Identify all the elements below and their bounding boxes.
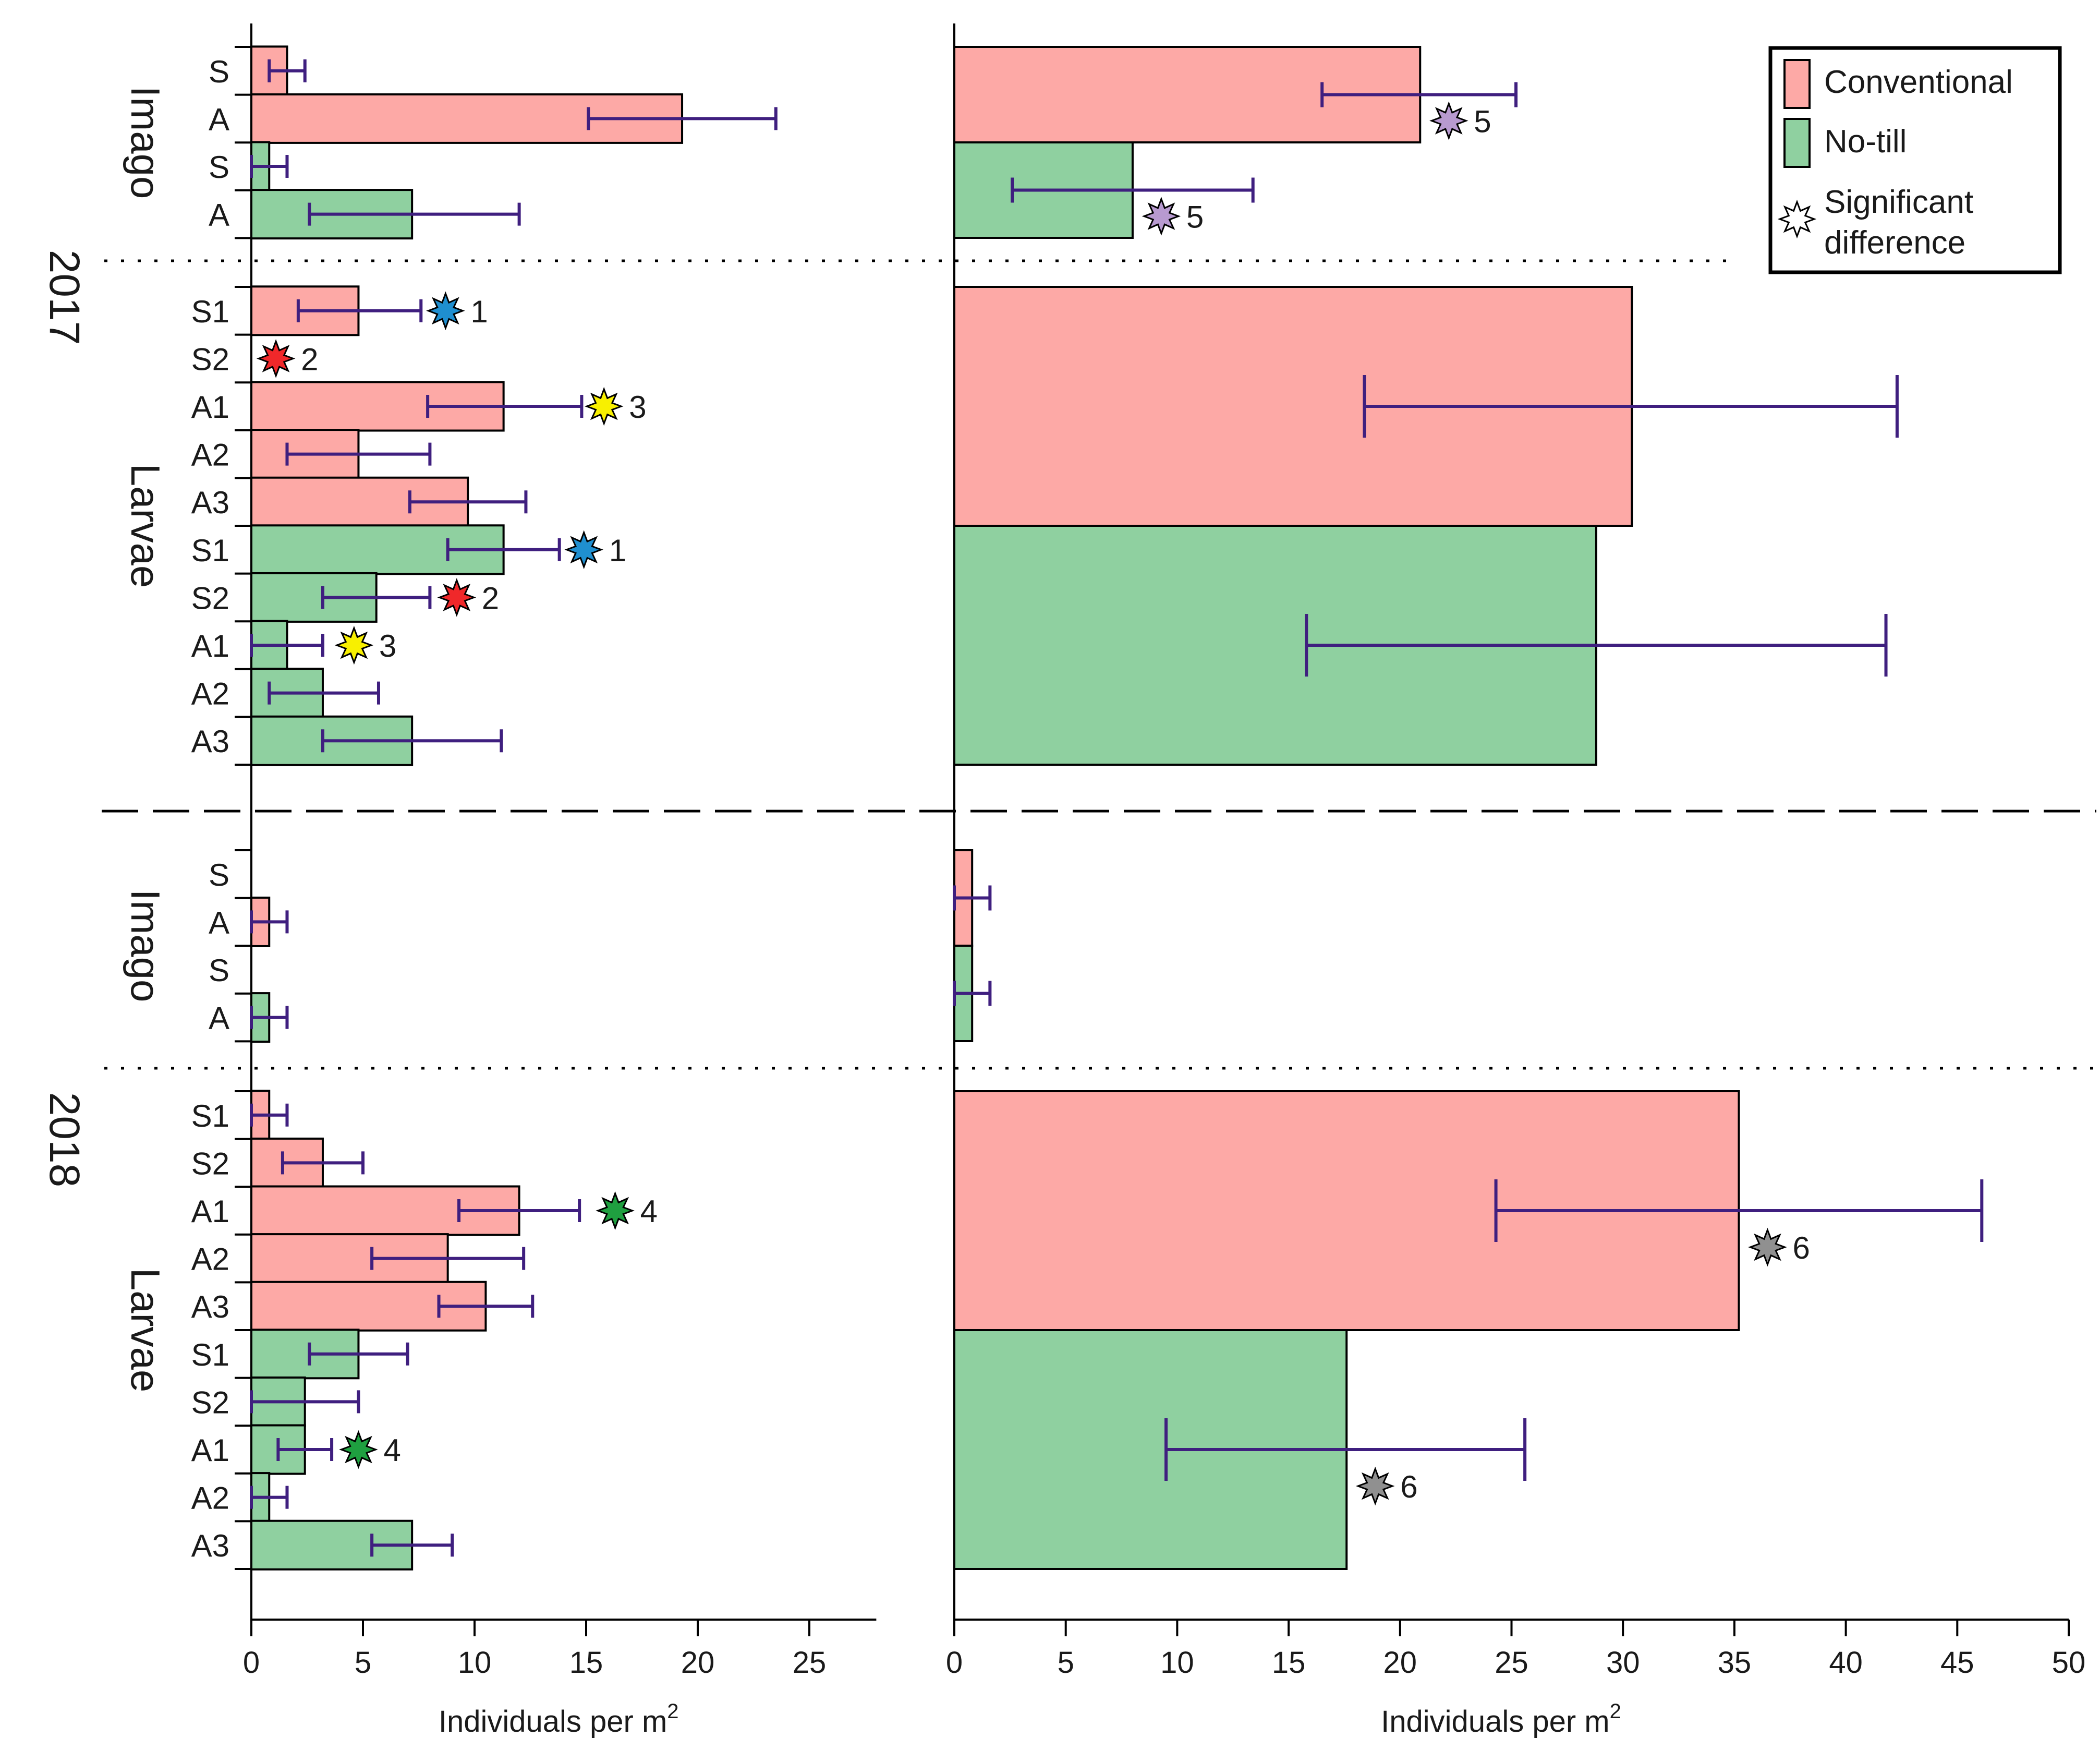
right-x-tick-label: 0 <box>946 1646 963 1680</box>
left-row-label: A2 <box>191 438 229 473</box>
significance-star-icon <box>256 339 296 378</box>
significance-star-icon <box>1748 1227 1787 1267</box>
left-row-label: A3 <box>191 1528 229 1563</box>
right-x-tick-label: 30 <box>1606 1646 1640 1680</box>
left-row-label: S2 <box>191 1385 229 1420</box>
left-row-label: A2 <box>191 1481 229 1516</box>
legend-label-significant: Significant <box>1824 184 1973 220</box>
left-row-label: A <box>209 1001 229 1036</box>
significance-star-icon <box>426 291 465 331</box>
significance-star-icon <box>437 578 477 617</box>
left-row-label: S <box>209 953 229 988</box>
right-x-tick-label: 45 <box>1940 1646 1974 1680</box>
left-row-label: A3 <box>191 1289 229 1324</box>
left-row-label: S2 <box>191 581 229 616</box>
left-x-tick-label: 0 <box>243 1646 260 1680</box>
significance-star-label: 6 <box>1792 1230 1810 1265</box>
left-row-label: S <box>209 150 229 185</box>
left-row-label: A <box>209 198 229 233</box>
left-row-label: A1 <box>191 1194 229 1229</box>
right-x-tick-label: 35 <box>1718 1646 1752 1680</box>
legend-star-icon <box>1777 199 1817 239</box>
right-x-tick-label: 15 <box>1272 1646 1306 1680</box>
left-row-label: S1 <box>191 533 229 568</box>
left-x-tick-label: 20 <box>681 1646 715 1680</box>
significance-star-icon <box>1429 101 1468 140</box>
left-x-tick-label: 15 <box>569 1646 603 1680</box>
significance-star-label: 4 <box>383 1433 400 1468</box>
left-row-label: A1 <box>191 390 229 425</box>
stage-label: Larvae <box>123 1268 168 1393</box>
left-x-tick-label: 25 <box>793 1646 827 1680</box>
stage-label: Imago <box>123 86 168 199</box>
significance-star-icon <box>1355 1466 1395 1506</box>
significance-star-label: 1 <box>470 294 488 329</box>
year-label: 2017 <box>41 250 88 345</box>
right-panel: 0 5 10 15 20 25 30 35 40 45 50 Individuals per m2 5 5… <box>946 23 2085 1739</box>
right-x-tick-label: 25 <box>1495 1646 1528 1680</box>
significance-star-icon <box>564 530 603 570</box>
group-labels: Imago Larvae 2017 Imago Larvae 2018 <box>41 86 168 1393</box>
legend-label-conventional: Conventional <box>1824 64 2013 100</box>
significance-star-icon <box>596 1191 635 1230</box>
left-row-label: A <box>209 102 229 137</box>
significance-star-label: 1 <box>609 533 626 568</box>
significance-star-label: 3 <box>379 629 396 663</box>
significance-star-label: 5 <box>1474 104 1491 139</box>
left-x-axis-label-superscript: 2 <box>667 1700 678 1723</box>
left-row-label: A1 <box>191 629 229 663</box>
left-row-label: A2 <box>191 1242 229 1277</box>
left-row-label: S2 <box>191 342 229 377</box>
left-x-tick-label: 10 <box>458 1646 492 1680</box>
left-row-label: S <box>209 858 229 892</box>
left-row-label: A3 <box>191 485 229 520</box>
legend-swatch-conventional <box>1783 59 1811 109</box>
left-row-label: S1 <box>191 1337 229 1372</box>
legend-box <box>1768 46 2062 274</box>
right-x-tick-label: 5 <box>1058 1646 1074 1680</box>
left-row-label: S <box>209 54 229 89</box>
significance-star-icon <box>584 387 624 426</box>
legend-label-difference: difference <box>1824 225 1965 261</box>
left-row-label: A <box>209 905 229 940</box>
stage-label: Imago <box>123 889 168 1003</box>
stage-label: Larvae <box>123 464 168 588</box>
significance-star-label: 4 <box>640 1194 658 1229</box>
right-x-tick-label: 10 <box>1160 1646 1194 1680</box>
right-x-axis-label-superscript: 2 <box>1610 1700 1621 1723</box>
significance-star-label: 3 <box>629 390 646 425</box>
significance-star-label: 2 <box>301 342 318 377</box>
right-x-tick-label: 50 <box>2052 1646 2086 1680</box>
significance-star-icon <box>339 1430 378 1469</box>
significance-star-label: 6 <box>1400 1469 1417 1504</box>
legend: Conventional No-till Significant difference <box>1768 46 2062 274</box>
significance-star-label: 5 <box>1186 200 1204 235</box>
left-row-label: A3 <box>191 724 229 759</box>
significance-star-icon <box>334 625 374 665</box>
significance-star-icon <box>1142 197 1181 236</box>
left-x-tick-label: 5 <box>355 1646 371 1680</box>
significance-star-label: 2 <box>482 581 499 616</box>
separators <box>102 259 2096 1070</box>
right-x-tick-label: 20 <box>1383 1646 1417 1680</box>
left-row-label: A2 <box>191 677 229 711</box>
left-row-label: S1 <box>191 1099 229 1133</box>
legend-swatch-notill <box>1783 118 1811 168</box>
legend-label-notill: No-till <box>1824 124 1907 160</box>
left-row-label: S1 <box>191 294 229 329</box>
right-x-tick-label: 40 <box>1829 1646 1863 1680</box>
left-row-label: S2 <box>191 1146 229 1181</box>
left-row-label: A1 <box>191 1433 229 1468</box>
year-label: 2018 <box>41 1092 88 1187</box>
left-x-axis-label: Individuals per m2 <box>439 1700 679 1739</box>
right-x-axis-label: Individuals per m2 <box>1381 1700 1621 1739</box>
